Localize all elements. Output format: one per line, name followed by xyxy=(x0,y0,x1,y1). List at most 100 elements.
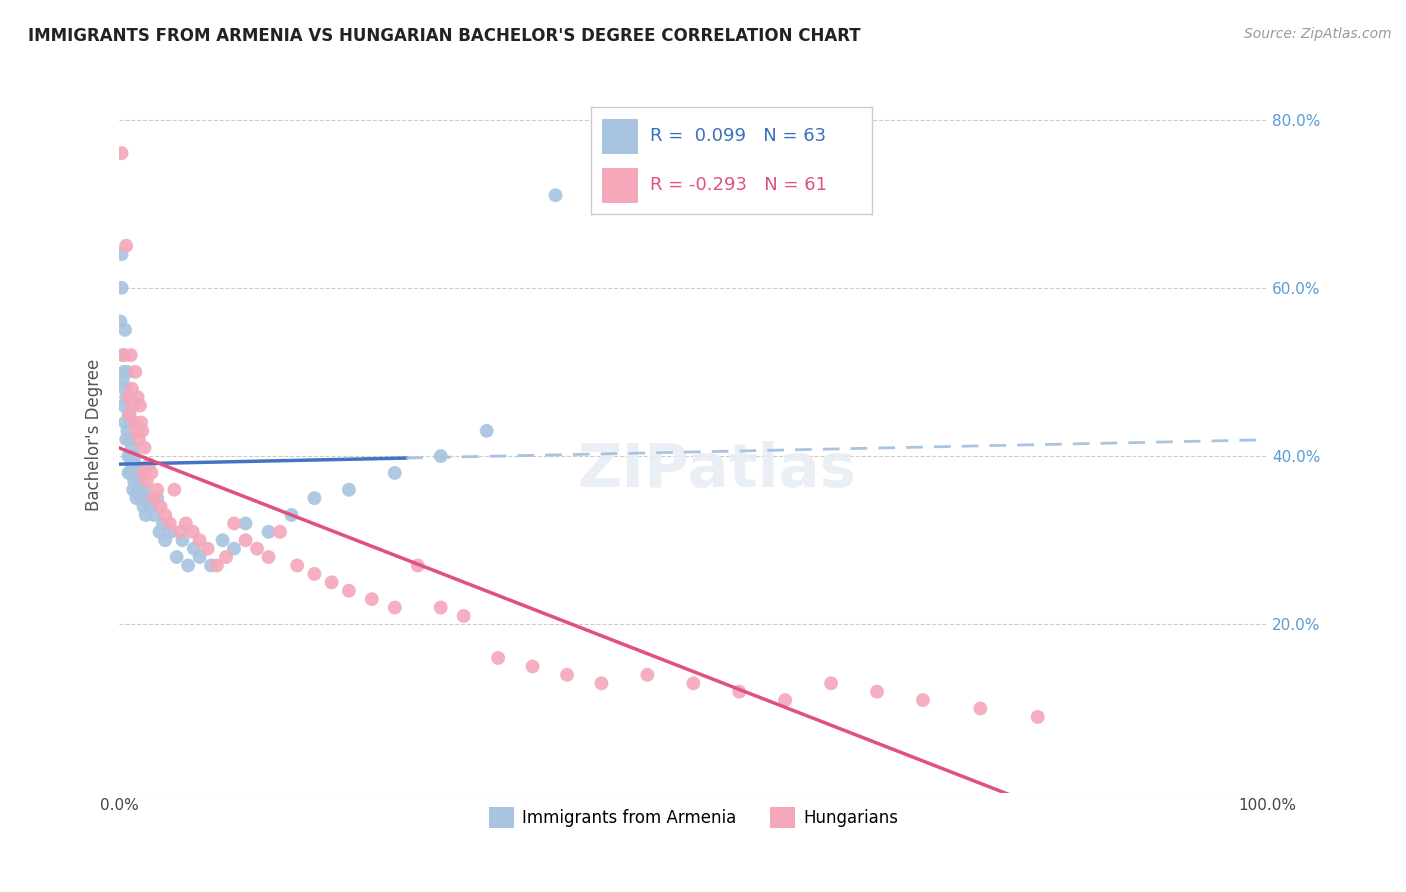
Point xyxy=(117,390,139,404)
Point xyxy=(125,424,148,438)
Point xyxy=(135,475,157,489)
Point xyxy=(117,424,139,438)
Point xyxy=(129,399,152,413)
Point xyxy=(235,533,257,548)
Point xyxy=(183,541,205,556)
Point xyxy=(117,466,139,480)
Legend: Immigrants from Armenia, Hungarians: Immigrants from Armenia, Hungarians xyxy=(482,801,904,834)
Point xyxy=(205,558,228,573)
Text: IMMIGRANTS FROM ARMENIA VS HUNGARIAN BACHELOR'S DEGREE CORRELATION CHART: IMMIGRANTS FROM ARMENIA VS HUNGARIAN BAC… xyxy=(28,27,860,45)
Point xyxy=(121,382,143,396)
Point xyxy=(141,466,163,480)
Point xyxy=(304,566,326,581)
Point xyxy=(128,432,150,446)
Point xyxy=(125,491,148,505)
Point xyxy=(110,314,132,328)
Point xyxy=(866,684,889,698)
Y-axis label: Bachelor's Degree: Bachelor's Degree xyxy=(86,359,103,511)
Point xyxy=(544,188,567,202)
Point xyxy=(153,533,176,548)
Point xyxy=(177,558,200,573)
Point xyxy=(118,432,141,446)
Point xyxy=(197,541,219,556)
Point xyxy=(121,458,143,472)
Point xyxy=(360,592,382,607)
Point xyxy=(337,483,360,497)
Point xyxy=(122,449,145,463)
Point xyxy=(429,600,451,615)
Point xyxy=(129,416,152,430)
Point xyxy=(117,407,139,421)
Point xyxy=(118,407,141,421)
Point xyxy=(115,390,138,404)
Point xyxy=(911,693,934,707)
Point xyxy=(188,550,211,565)
Point xyxy=(269,524,291,539)
Point xyxy=(110,281,132,295)
Point xyxy=(215,550,238,565)
Point xyxy=(475,424,498,438)
Point xyxy=(120,416,142,430)
Point xyxy=(114,323,136,337)
Point xyxy=(160,524,183,539)
Point xyxy=(142,508,165,522)
Point xyxy=(142,491,165,505)
Point xyxy=(773,693,796,707)
Point xyxy=(148,524,170,539)
Point xyxy=(122,399,145,413)
Point xyxy=(384,600,406,615)
FancyBboxPatch shape xyxy=(602,119,638,154)
Point xyxy=(122,483,145,497)
Point xyxy=(285,558,308,573)
Point xyxy=(114,382,136,396)
Point xyxy=(406,558,429,573)
Point xyxy=(120,466,142,480)
Point xyxy=(125,466,148,480)
Point xyxy=(112,365,135,379)
Point xyxy=(131,424,153,438)
Point xyxy=(124,458,146,472)
Point xyxy=(429,449,451,463)
Point xyxy=(117,365,139,379)
Point xyxy=(146,491,169,505)
Point xyxy=(174,516,197,531)
Point xyxy=(122,466,145,480)
Point xyxy=(200,558,222,573)
Point xyxy=(280,508,302,522)
Point xyxy=(110,247,132,261)
Point xyxy=(169,524,191,539)
Point xyxy=(122,475,145,489)
Point xyxy=(134,483,156,497)
Point xyxy=(636,668,658,682)
Point xyxy=(337,583,360,598)
Point xyxy=(117,449,139,463)
Point xyxy=(257,550,280,565)
Point xyxy=(591,676,613,690)
Point xyxy=(728,684,751,698)
FancyBboxPatch shape xyxy=(602,168,638,203)
Point xyxy=(555,668,578,682)
Point xyxy=(139,500,162,514)
Point xyxy=(110,146,132,161)
Point xyxy=(120,348,142,362)
Point xyxy=(682,676,704,690)
Point xyxy=(166,550,188,565)
Point xyxy=(159,516,181,531)
Point xyxy=(246,541,269,556)
Point xyxy=(135,508,157,522)
Point xyxy=(153,508,176,522)
Point xyxy=(304,491,326,505)
Point xyxy=(820,676,842,690)
Point xyxy=(132,466,155,480)
Point xyxy=(112,399,135,413)
Point xyxy=(211,533,233,548)
Point xyxy=(115,238,138,252)
Point xyxy=(132,500,155,514)
Point xyxy=(453,609,475,624)
Text: R = -0.293   N = 61: R = -0.293 N = 61 xyxy=(650,177,827,194)
Point xyxy=(969,701,991,715)
Point xyxy=(522,659,544,673)
Point xyxy=(111,373,134,387)
Point xyxy=(486,651,509,665)
Point xyxy=(222,516,245,531)
